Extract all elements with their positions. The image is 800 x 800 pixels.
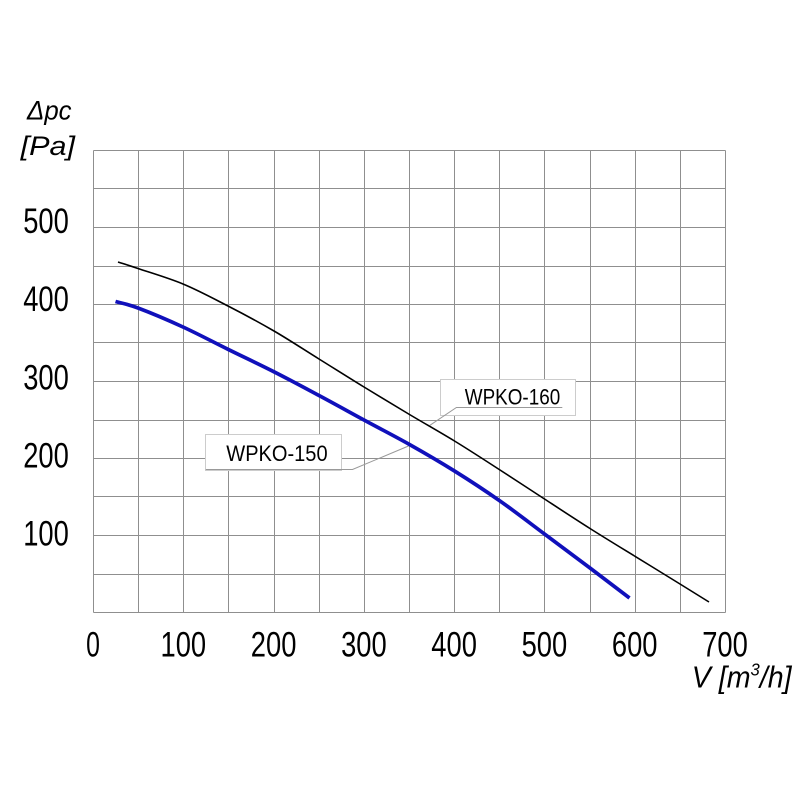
svg-text:400: 400: [431, 625, 477, 664]
svg-text:100: 100: [23, 515, 69, 554]
svg-text:300: 300: [341, 625, 387, 664]
svg-text:[Pa]: [Pa]: [19, 131, 76, 161]
svg-text:WPKO-150: WPKO-150: [226, 441, 327, 466]
svg-text:700: 700: [702, 625, 748, 664]
svg-text:500: 500: [23, 202, 69, 241]
svg-text:100: 100: [161, 625, 207, 664]
svg-text:400: 400: [23, 280, 69, 319]
svg-text:WPKO-160: WPKO-160: [465, 385, 560, 410]
svg-text:200: 200: [23, 437, 69, 476]
svg-text:600: 600: [612, 625, 658, 664]
svg-text:V [m3/h]: V [m3/h]: [692, 659, 793, 695]
svg-text:300: 300: [23, 358, 69, 397]
svg-text:0: 0: [86, 625, 100, 664]
svg-text:200: 200: [251, 625, 297, 664]
svg-text:Δpc: Δpc: [26, 95, 72, 125]
svg-text:500: 500: [522, 625, 568, 664]
